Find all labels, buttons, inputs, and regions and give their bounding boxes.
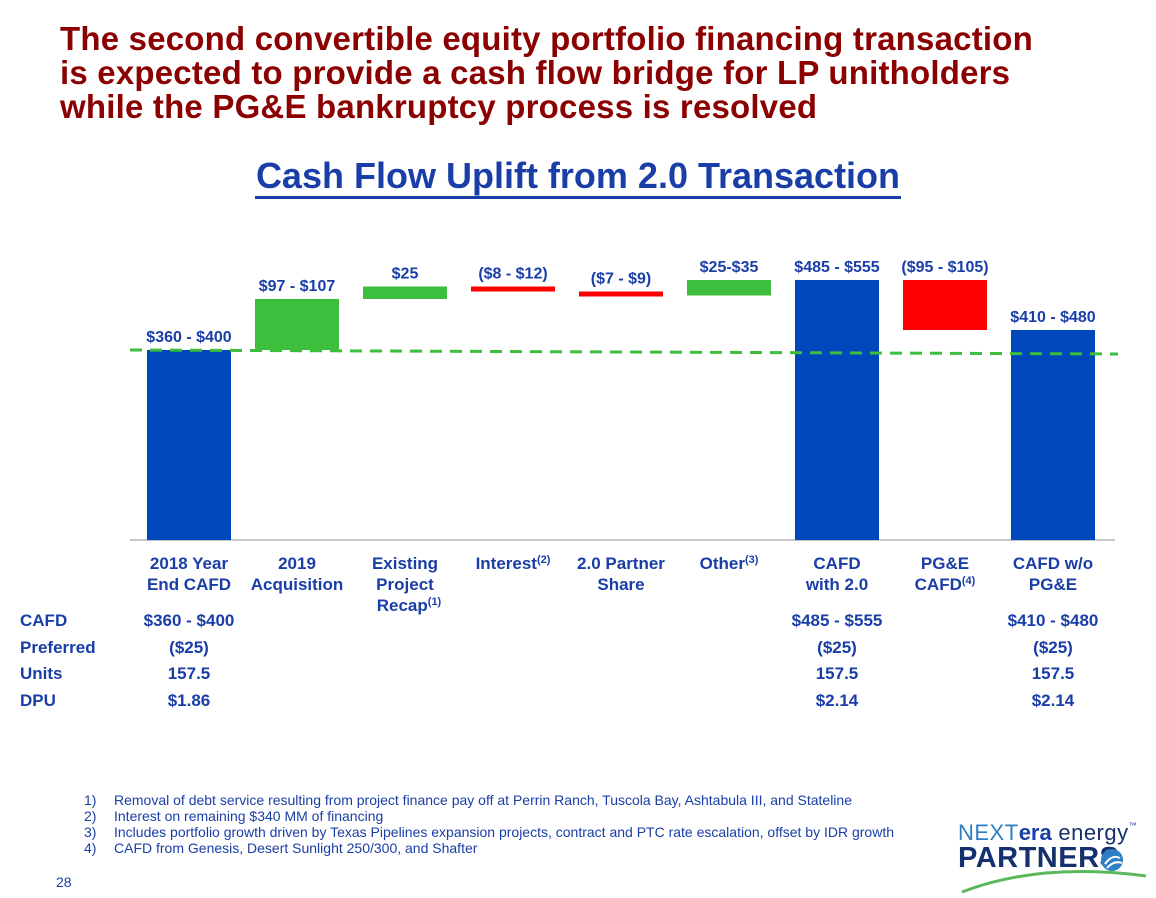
table-cell: $1.86 (167, 690, 211, 710)
category-label: CAFD w/o PG&E (1012, 554, 1094, 594)
bar-value-label: $360 - $400 (146, 329, 232, 346)
table-cell: 157.5 (1031, 664, 1075, 683)
bar-value-label: $25-$35 (700, 259, 759, 276)
category-label: Other(3) (699, 554, 759, 573)
table-row-label: CAFD (20, 611, 68, 630)
headline-line: while the PG&E bankruptcy process is res… (60, 88, 818, 125)
bar-value-label: ($95 - $105) (901, 259, 988, 276)
table-row-label: Preferred (20, 637, 96, 657)
bar-value-label: $25 (392, 266, 419, 283)
bar-value-label: $410 - $480 (1010, 309, 1096, 326)
headline-line: The second convertible equity portfolio … (60, 20, 1033, 57)
bar-total (147, 350, 231, 540)
category-label: 2019 Acquisition (250, 554, 344, 594)
bar-value-label: $97 - $107 (259, 278, 336, 295)
category-label: Interest(2) (475, 554, 551, 573)
logo-swoosh-icon (961, 849, 1147, 894)
category-label: 2.0 Partner Share (577, 554, 665, 594)
category-label: Existing Project Recap(1) (371, 554, 442, 615)
bar-value-label: ($8 - $12) (478, 266, 547, 283)
table-cell: 157.5 (167, 664, 211, 683)
waterfall-chart: $360 - $400 $97 - $107 $25 ($8 - $12) ($7 - … (129, 259, 1119, 541)
footnote: 2) Interest on remaining $340 MM of finan… (84, 808, 384, 824)
chart-title: Cash Flow Uplift from 2.0 Transaction (0, 155, 1156, 199)
footnote: 1) Removal of debt service resulting from… (84, 792, 852, 808)
nextera-energy-partners-logo: NEXTera energy™ PARTNERS (950, 818, 1150, 896)
page-number: 28 (56, 874, 72, 890)
bar-total (795, 280, 879, 540)
table-cell: ($25) (1033, 637, 1073, 657)
table-cell: $410 - $480 (1007, 611, 1099, 630)
table-row-label: Units (20, 664, 63, 683)
table-cell: $485 - $555 (791, 611, 883, 630)
bar-value-label: ($7 - $9) (591, 271, 651, 288)
table-cell: $2.14 (815, 690, 859, 710)
table-row-label: DPU (20, 690, 56, 710)
footnotes: 1) Removal of debt service resulting from… (84, 792, 944, 856)
table-cell: ($25) (817, 637, 857, 657)
bar-decrease (903, 280, 987, 330)
table-cell: $2.14 (1031, 690, 1075, 710)
footnote: 3) Includes portfolio growth driven by Te… (84, 824, 895, 840)
bar-total (1011, 330, 1095, 540)
bar-increase (363, 286, 447, 299)
slide-headline: The second convertible equity portfolio … (60, 22, 1150, 124)
table-cell: 157.5 (815, 664, 859, 683)
footnote: 4) CAFD from Genesis, Desert Sunlight 250… (84, 840, 478, 856)
logo-wordmark: NEXTera energy™ (958, 820, 1137, 845)
bar-decrease (471, 286, 555, 292)
bar-value-label: $485 - $555 (794, 259, 880, 276)
bar-increase (255, 299, 339, 350)
bar-decrease (579, 291, 663, 297)
table-cell: ($25) (169, 637, 209, 657)
bar-increase (687, 280, 771, 296)
category-label: PG&E CAFD(4) (914, 554, 976, 594)
headline-line: is expected to provide a cash flow bridg… (60, 54, 1011, 91)
reference-dashed-line (129, 348, 1119, 356)
logo-partners: PARTNERS (958, 842, 1120, 874)
table-cell: $360 - $400 (143, 611, 235, 630)
category-label: 2018 Year End CAFD (146, 554, 232, 594)
category-label: CAFD with 2.0 (805, 554, 869, 594)
